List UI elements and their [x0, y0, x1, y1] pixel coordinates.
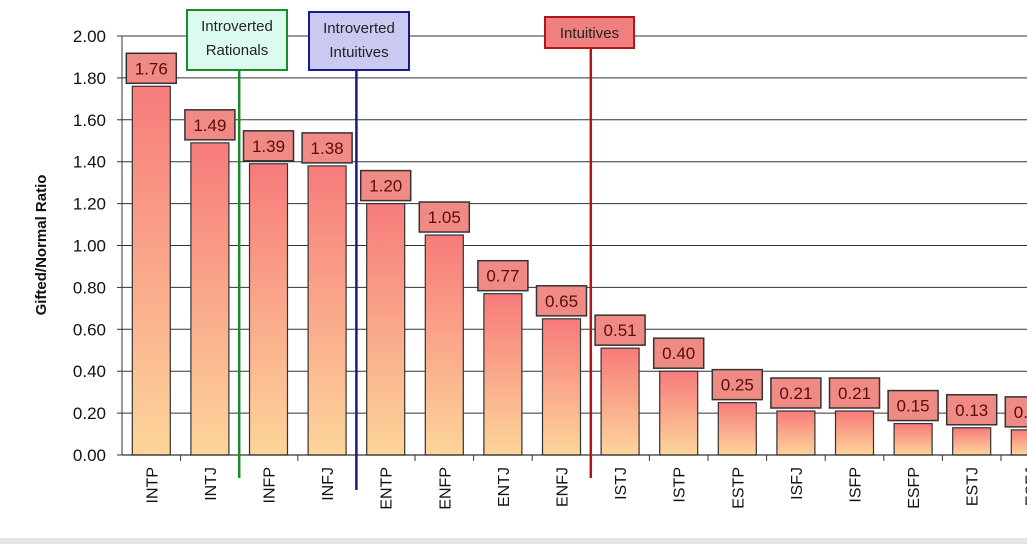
value-label: 1.20 [369, 177, 402, 196]
value-label: 0.21 [779, 384, 812, 403]
value-label: 0.21 [838, 384, 871, 403]
x-tick-label: INFP [262, 467, 279, 503]
x-tick-label: ENFJ [555, 467, 572, 507]
y-tick-label: 1.80 [73, 69, 106, 88]
annotation-text: Introverted [323, 20, 395, 37]
value-label: 0.40 [662, 344, 695, 363]
value-label-box [418, 201, 471, 233]
value-label-box [477, 259, 529, 292]
value-label-box [301, 132, 353, 164]
x-tick-label: ESTJ [965, 467, 982, 506]
value-label-box [359, 169, 412, 202]
bar-entj [483, 293, 523, 456]
x-tick-label: ISFP [848, 467, 865, 503]
value-label: 1.76 [135, 59, 168, 78]
bar-estp [717, 402, 757, 456]
value-label-box [184, 109, 236, 141]
annotation-box [308, 11, 410, 71]
value-label-box [711, 368, 764, 401]
annotation-text: Rationals [206, 42, 269, 59]
value-label: 0.13 [955, 401, 988, 420]
x-tick-label: ESFP [906, 467, 923, 509]
value-label: 1.05 [428, 208, 461, 227]
bar-entp [366, 203, 406, 456]
annotation-text: Intuitives [329, 44, 388, 61]
bar-istp [659, 370, 699, 456]
value-label: 0.12 [1014, 403, 1027, 422]
y-tick-label: 1.60 [73, 111, 106, 130]
x-tick-label: INTJ [203, 467, 220, 501]
value-label: 0.77 [486, 267, 519, 286]
x-tick-label: INTP [144, 467, 161, 503]
bar-estj [952, 427, 992, 456]
value-label: 1.39 [252, 137, 285, 156]
value-label-box [1004, 396, 1027, 428]
bar-esfj [1010, 429, 1027, 456]
bar-isfp [834, 410, 875, 456]
y-tick-label: 0.40 [73, 362, 106, 381]
bar-intj [190, 142, 230, 456]
y-tick-label: 1.40 [73, 153, 106, 172]
annotation-text: Introverted [201, 18, 273, 35]
y-tick-label: 0.00 [73, 446, 106, 465]
bar-isfj [776, 410, 816, 456]
x-tick-label: ESFJ [1023, 467, 1027, 506]
x-tick-label: ENTP [379, 467, 396, 510]
value-label-box [652, 337, 705, 369]
value-label: 0.25 [721, 376, 754, 395]
value-label: 1.49 [193, 116, 226, 135]
x-tick-label: ENTJ [496, 467, 513, 507]
bar-infj [307, 165, 347, 456]
y-tick-label: 1.00 [73, 237, 106, 256]
y-tick-label: 1.20 [73, 195, 106, 214]
value-label-box [887, 389, 939, 422]
value-label: 1.38 [311, 139, 344, 158]
value-label: 0.15 [897, 397, 930, 416]
y-axis-label: Gifted/Normal Ratio [33, 175, 50, 316]
y-tick-label: 0.60 [73, 320, 106, 339]
value-label-box [945, 394, 998, 426]
value-label-box [770, 377, 822, 409]
x-tick-label: INFJ [320, 467, 337, 501]
bar-intp [131, 85, 171, 456]
annotation-box [186, 9, 288, 71]
bar-esfp [893, 422, 933, 456]
value-label: 0.51 [604, 321, 637, 340]
bar-infp [248, 163, 289, 456]
x-tick-label: ESTP [730, 467, 747, 509]
bar-enfp [424, 234, 464, 456]
value-label-box [594, 314, 646, 346]
value-label-box [828, 377, 881, 409]
value-label-box [125, 52, 178, 85]
annotation-box [544, 16, 635, 49]
value-label-box [242, 130, 295, 162]
x-tick-label: ENFP [437, 467, 454, 510]
annotation-text: Intuitives [560, 25, 619, 42]
bar-istj [600, 347, 640, 456]
x-tick-label: ISTP [672, 467, 689, 503]
bar-enfj [541, 318, 582, 456]
y-tick-label: 2.00 [73, 27, 106, 46]
value-label: 0.65 [545, 292, 578, 311]
value-label-box [535, 285, 588, 317]
x-tick-label: ISTJ [613, 467, 630, 500]
x-tick-label: ISFJ [789, 467, 806, 500]
y-tick-label: 0.80 [73, 278, 106, 297]
y-tick-label: 0.20 [73, 404, 106, 423]
bottom-border [0, 538, 1027, 544]
